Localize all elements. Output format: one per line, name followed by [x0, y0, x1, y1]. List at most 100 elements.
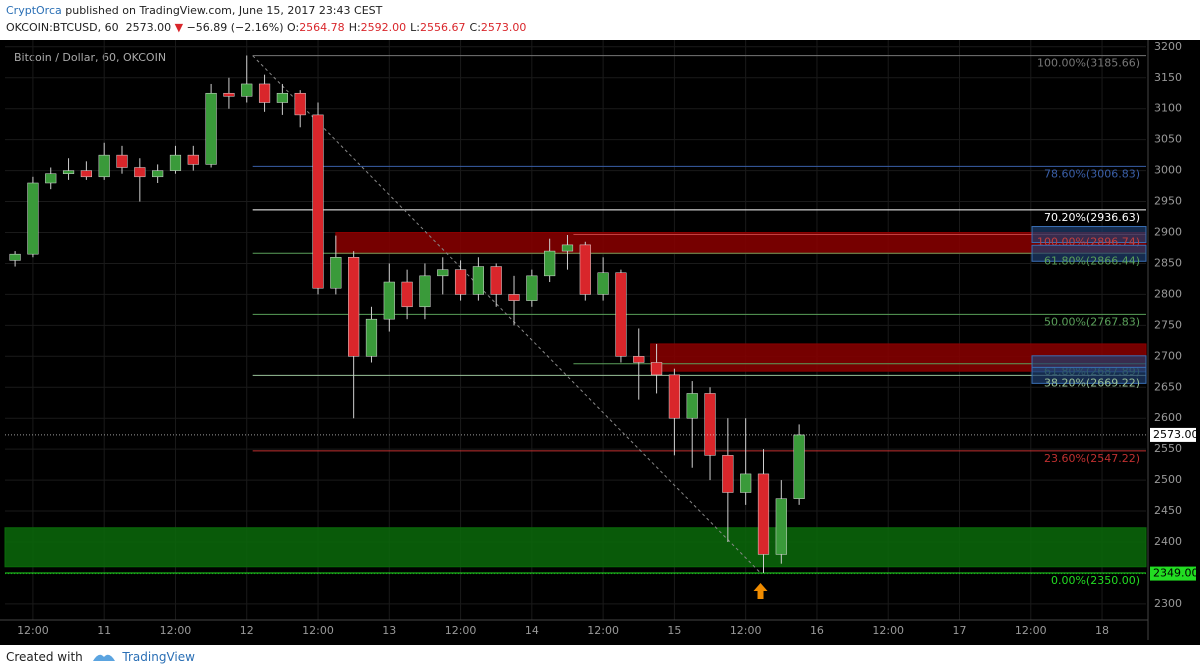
candle-body	[419, 275, 431, 308]
candle-body	[633, 356, 645, 363]
candle-body	[722, 455, 734, 493]
candle-body	[579, 244, 591, 295]
price-box	[1150, 566, 1196, 581]
candle-body	[276, 92, 288, 103]
x-tick-label: 12:00	[872, 624, 904, 637]
candle-body	[615, 272, 627, 357]
candle-body	[526, 275, 538, 301]
y-tick-label: 2650	[1154, 380, 1182, 393]
x-tick-label: 12:00	[1015, 624, 1047, 637]
header-line: CryptOrca published on TradingView.com, …	[6, 2, 1194, 19]
candle-body	[62, 170, 75, 174]
author[interactable]: CryptOrca	[6, 4, 62, 17]
level-label: 0.00%(2350.00)	[1051, 574, 1140, 587]
x-tick-label: 11	[97, 624, 111, 637]
candle-body	[740, 473, 752, 493]
candle-body	[294, 92, 306, 116]
candle-body	[650, 362, 663, 376]
candle-body	[134, 167, 146, 178]
candle-body	[597, 272, 609, 295]
y-tick-label: 3150	[1154, 71, 1182, 84]
candle-body	[348, 257, 360, 357]
candle-body	[169, 154, 182, 171]
y-tick-label: 2600	[1154, 411, 1182, 424]
level-label: 78.60%(3006.83)	[1044, 167, 1140, 180]
price-box	[1150, 427, 1196, 442]
ohlc-label: L:	[410, 21, 421, 34]
candle-body	[508, 294, 520, 301]
candle-body	[152, 170, 164, 178]
y-tick-label: 2750	[1154, 318, 1182, 331]
candle-body	[668, 374, 680, 419]
x-tick-label: 12:00	[17, 624, 49, 637]
x-tick-label: 14	[525, 624, 539, 637]
ohlc-value: 2564.78	[299, 21, 345, 34]
candle-body	[704, 393, 716, 456]
ohlc-value: 2592.00	[360, 21, 407, 34]
candle-body	[383, 281, 395, 320]
candle-body	[686, 393, 698, 419]
quote-line: OKCOIN:BTCUSD, 60 2573.00 ▼ −56.89 (−2.1…	[6, 19, 1194, 36]
y-tick-label: 3200	[1154, 40, 1182, 53]
brand[interactable]: TradingView	[122, 650, 195, 664]
candle-body	[365, 318, 378, 357]
y-tick-label: 2850	[1154, 256, 1182, 269]
candle-body	[544, 250, 556, 277]
down-arrow: ▼	[174, 21, 184, 34]
candle-body	[757, 473, 770, 555]
published: published on TradingView.com, June 15, 2…	[65, 4, 383, 17]
level-box	[1031, 244, 1147, 262]
ohlc-label: C:	[469, 21, 481, 34]
candle-body	[241, 83, 253, 97]
candle-body	[98, 154, 110, 178]
candle-body	[45, 173, 57, 184]
trend-line	[252, 55, 761, 574]
y-tick-label: 2900	[1154, 226, 1182, 239]
x-tick-label: 12	[240, 624, 254, 637]
y-tick-label: 3050	[1154, 133, 1182, 146]
level-label: 23.60%(2547.22)	[1044, 452, 1140, 465]
candle-body	[27, 182, 39, 255]
y-tick-label: 2550	[1154, 442, 1182, 455]
level-label: 61.80%(2866.44)	[1044, 254, 1140, 267]
candle-body	[116, 154, 128, 168]
x-tick-label: 17	[952, 624, 966, 637]
zone	[335, 232, 1147, 255]
level-label: 70.20%(2936.63)	[1044, 211, 1140, 224]
logo	[92, 654, 115, 661]
candle-body	[205, 92, 217, 165]
x-tick-label: 12:00	[445, 624, 477, 637]
y-tick-label: 3000	[1154, 164, 1182, 177]
candle-body	[187, 154, 199, 165]
candle-body	[561, 244, 574, 252]
candle-body	[312, 114, 324, 289]
chart: Bitcoin / Dollar, 60, OKCOIN 23002350240…	[0, 40, 1200, 645]
candle-body	[454, 269, 467, 295]
symbol: OKCOIN:BTCUSD, 60	[6, 21, 119, 34]
level-label: 38.20%(2669.22)	[1044, 376, 1140, 389]
y-tick-label: 2800	[1154, 287, 1182, 300]
y-tick-label: 2400	[1154, 535, 1182, 548]
candle-body	[401, 281, 413, 308]
price-label: 2573.00	[1153, 428, 1199, 441]
y-tick-label: 2700	[1154, 349, 1182, 362]
candle-body	[9, 253, 21, 261]
candle-body	[793, 434, 805, 499]
candle-body	[437, 269, 449, 277]
x-tick-label: 12:00	[730, 624, 762, 637]
level-box	[1031, 226, 1147, 244]
price-label: 2349.00	[1153, 567, 1199, 580]
level-label: 50.00%(2767.83)	[1044, 315, 1140, 328]
y-tick-label: 2500	[1154, 473, 1182, 486]
x-tick-label: 12:00	[160, 624, 192, 637]
candle-body	[80, 170, 92, 178]
arrow-icon	[753, 583, 768, 599]
ohlc: O:2564.78 H:2592.00 L:2556.67 C:2573.00	[287, 21, 530, 34]
ohlc-value: 2556.67	[420, 21, 466, 34]
y-tick-label: 3100	[1154, 102, 1182, 115]
x-tick-label: 12:00	[587, 624, 619, 637]
x-tick-label: 18	[1095, 624, 1109, 637]
candle-body	[330, 257, 342, 289]
zone	[4, 527, 1147, 568]
